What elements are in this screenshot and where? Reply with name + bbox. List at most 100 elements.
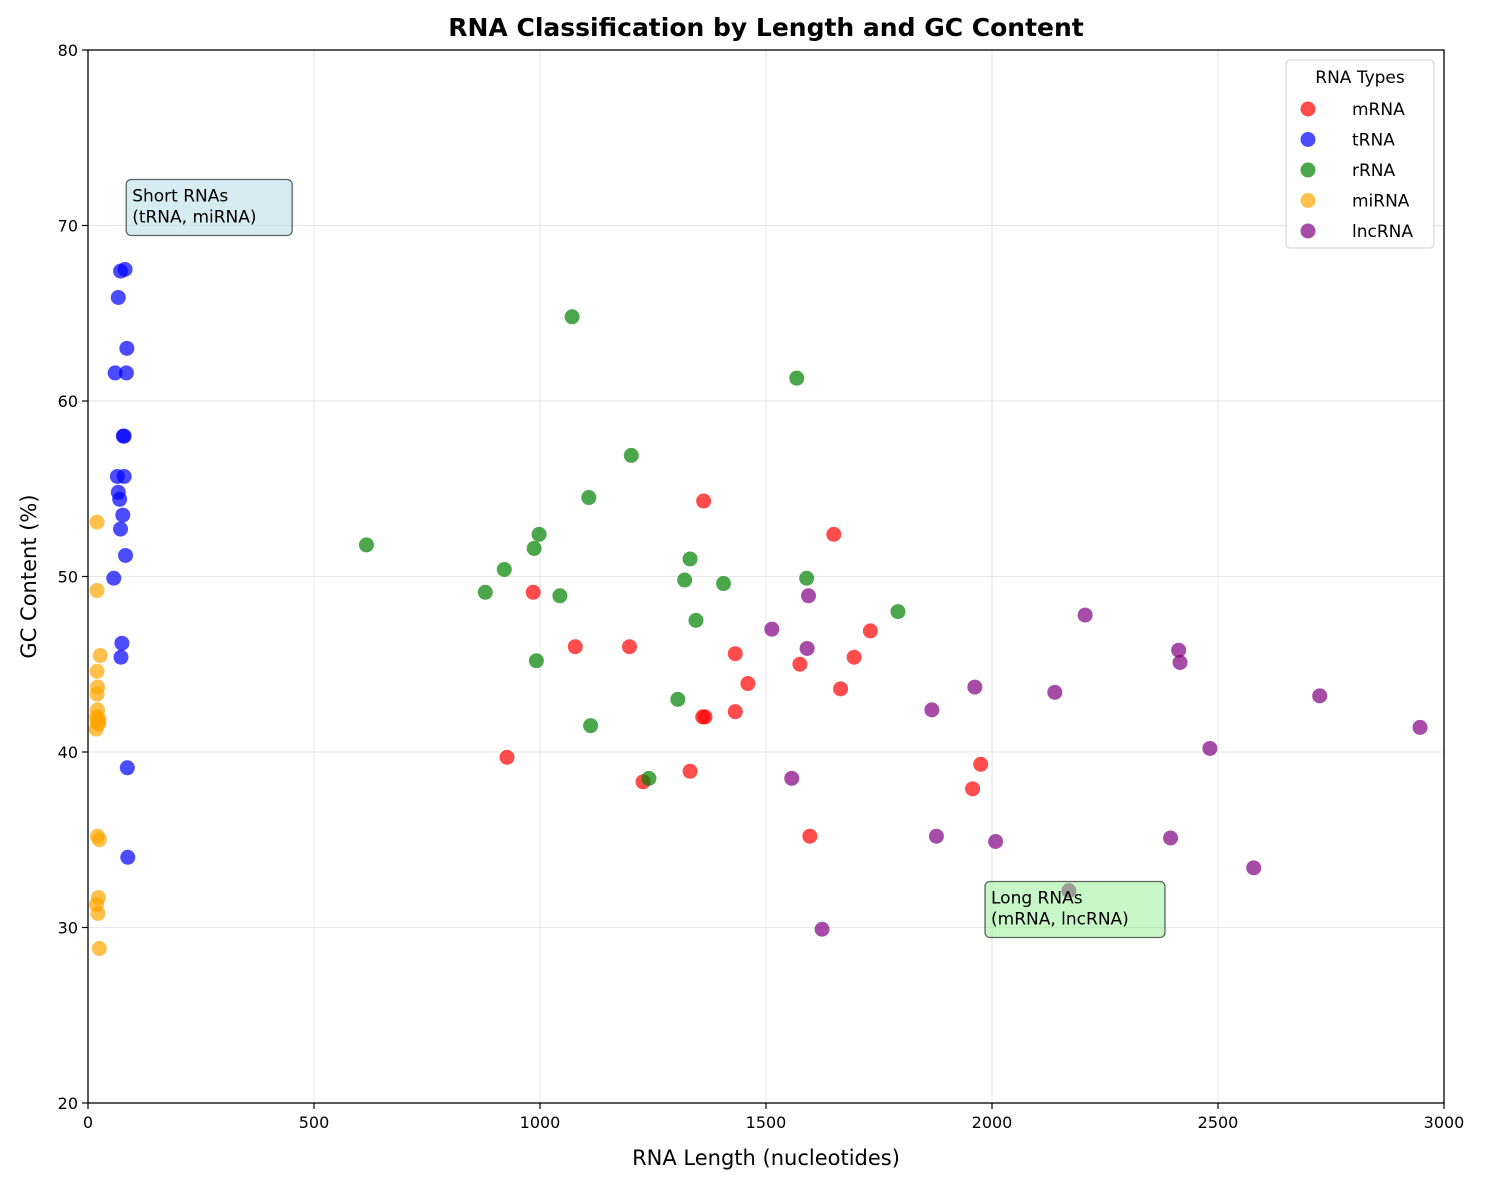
data-points xyxy=(88,261,1428,957)
data-point xyxy=(106,570,122,586)
legend-label: rRNA xyxy=(1352,161,1396,181)
series-mrna xyxy=(499,493,989,844)
data-point xyxy=(90,905,106,921)
x-tick-label: 3000 xyxy=(1424,1113,1465,1132)
data-point xyxy=(973,756,989,772)
x-tick-label: 1500 xyxy=(746,1113,787,1132)
legend-label: tRNA xyxy=(1352,131,1395,151)
y-tick-label: 40 xyxy=(58,743,78,762)
data-point xyxy=(358,537,374,553)
data-point xyxy=(116,428,132,444)
data-point xyxy=(967,679,983,695)
annotation-text: (mRNA, lncRNA) xyxy=(991,910,1129,930)
data-point xyxy=(564,309,580,325)
annotation: Long RNAs(mRNA, lncRNA) xyxy=(984,880,1166,939)
chart-title: RNA Classification by Length and GC Cont… xyxy=(448,13,1084,42)
legend-label: miRNA xyxy=(1352,192,1410,212)
data-point xyxy=(1412,719,1428,735)
y-tick-label: 70 xyxy=(58,217,78,236)
annotation-text: Long RNAs xyxy=(991,889,1083,909)
data-point xyxy=(988,834,1004,850)
annotation-box xyxy=(984,880,1166,939)
data-point xyxy=(1172,654,1188,670)
data-point xyxy=(567,639,583,655)
data-point xyxy=(115,507,131,523)
data-point xyxy=(727,704,743,720)
data-point xyxy=(928,828,944,844)
data-point xyxy=(113,649,129,665)
x-tick-label: 500 xyxy=(299,1113,330,1132)
data-point xyxy=(670,691,686,707)
legend-title: RNA Types xyxy=(1315,68,1405,88)
legend-label: mRNA xyxy=(1352,100,1405,120)
data-point xyxy=(120,849,136,865)
data-point xyxy=(789,370,805,386)
data-point xyxy=(740,676,756,692)
annotation-box xyxy=(125,178,293,237)
data-point xyxy=(118,365,134,381)
data-point xyxy=(496,561,512,577)
data-point xyxy=(499,749,515,765)
data-point xyxy=(119,760,135,776)
data-point xyxy=(89,583,105,599)
y-tick-label: 20 xyxy=(58,1094,78,1113)
data-point xyxy=(792,656,808,672)
data-point xyxy=(110,289,126,305)
legend-item-lncrna: lncRNA xyxy=(1300,222,1413,242)
data-point xyxy=(1163,830,1179,846)
data-point xyxy=(525,584,541,600)
data-point xyxy=(89,514,105,530)
x-tick-label: 1000 xyxy=(520,1113,561,1132)
data-point xyxy=(682,551,698,567)
legend-marker xyxy=(1300,132,1316,147)
data-point xyxy=(1202,740,1218,756)
y-tick-label: 60 xyxy=(58,392,78,411)
data-point xyxy=(583,718,599,734)
data-point xyxy=(89,679,105,695)
legend-item-mrna: mRNA xyxy=(1300,100,1405,120)
data-point xyxy=(764,621,780,637)
data-point xyxy=(1246,860,1262,876)
data-point xyxy=(697,709,713,725)
series-rrna xyxy=(358,309,906,786)
data-point xyxy=(118,547,134,563)
data-point xyxy=(113,521,129,537)
data-point xyxy=(89,663,105,679)
data-point xyxy=(91,832,107,848)
data-point xyxy=(581,490,597,506)
data-point xyxy=(1312,688,1328,704)
data-point xyxy=(621,639,637,655)
legend-item-rrna: rRNA xyxy=(1300,161,1396,181)
annotation: Short RNAs(tRNA, miRNA) xyxy=(125,178,293,237)
data-point xyxy=(526,540,542,556)
data-point xyxy=(623,447,639,463)
y-tick-label: 80 xyxy=(58,41,78,60)
data-point xyxy=(92,647,108,663)
y-tick-label: 30 xyxy=(58,919,78,938)
y-axis-label: GC Content (%) xyxy=(17,494,41,658)
data-point xyxy=(799,570,815,586)
data-point xyxy=(1047,684,1063,700)
data-point xyxy=(531,526,547,542)
legend-marker xyxy=(1300,101,1316,117)
data-point xyxy=(641,770,657,786)
data-point xyxy=(696,493,712,509)
legend-item-trna: tRNA xyxy=(1300,131,1395,151)
data-point xyxy=(528,653,544,669)
data-point xyxy=(716,576,732,592)
legend: RNA Types mRNA tRNA rRNA miRNA lncRNA xyxy=(1285,59,1435,249)
series-mirna xyxy=(88,514,108,957)
data-point xyxy=(833,681,849,697)
data-point xyxy=(890,604,906,620)
x-tick-label: 2000 xyxy=(972,1113,1013,1132)
data-point xyxy=(924,702,940,718)
series-lncrna xyxy=(764,588,1428,937)
data-point xyxy=(677,572,693,588)
data-point xyxy=(688,612,704,628)
x-axis-label: RNA Length (nucleotides) xyxy=(632,1146,900,1170)
data-point xyxy=(91,714,107,730)
data-point xyxy=(814,921,830,937)
data-point xyxy=(682,763,698,779)
data-point xyxy=(799,640,815,656)
data-point xyxy=(784,770,800,786)
